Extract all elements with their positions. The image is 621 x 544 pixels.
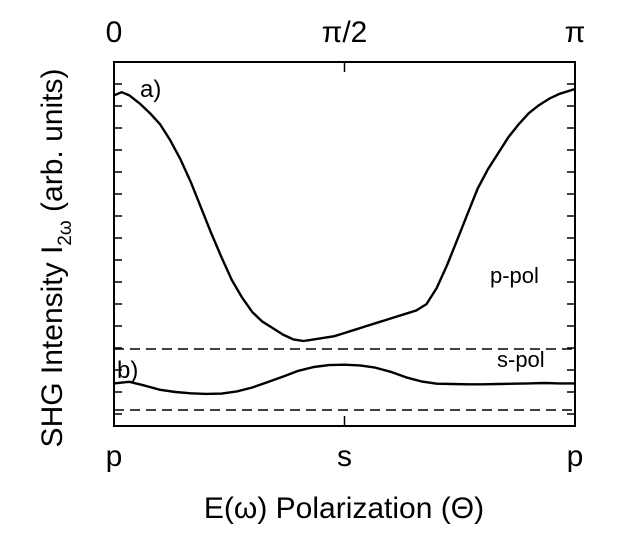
axes-frame: [113, 61, 576, 427]
bottom-tick-label: p: [106, 440, 123, 473]
series-label-p-pol: p-pol: [490, 263, 539, 288]
tick-labels: 0 π/2 π p s p: [106, 16, 586, 473]
series-line-p-pol: [113, 87, 576, 343]
y-axis-label: SHG Intensity I2ω (arb. units): [36, 69, 76, 448]
series-lines: [113, 87, 576, 396]
panel-label-b: b): [117, 357, 138, 384]
top-tick-label: π/2: [322, 16, 368, 49]
series-label-s-pol: s-pol: [497, 347, 545, 372]
y-axis-label-units: (arb. units): [36, 69, 69, 221]
bottom-tick-label: p: [567, 440, 584, 473]
top-tick-label: 0: [106, 16, 123, 49]
y-axis-label-subscript: 2ω: [55, 220, 76, 246]
baselines: [114, 348, 575, 411]
bottom-tick-label: s: [337, 440, 352, 473]
series-line-s-pol: [113, 363, 575, 396]
panel-label-a: a): [140, 76, 161, 103]
top-tick-label: π: [565, 16, 586, 49]
y-axis-label-main: SHG Intensity I: [36, 246, 69, 448]
x-axis-label: E(ω) Polarization (Θ): [204, 492, 484, 525]
